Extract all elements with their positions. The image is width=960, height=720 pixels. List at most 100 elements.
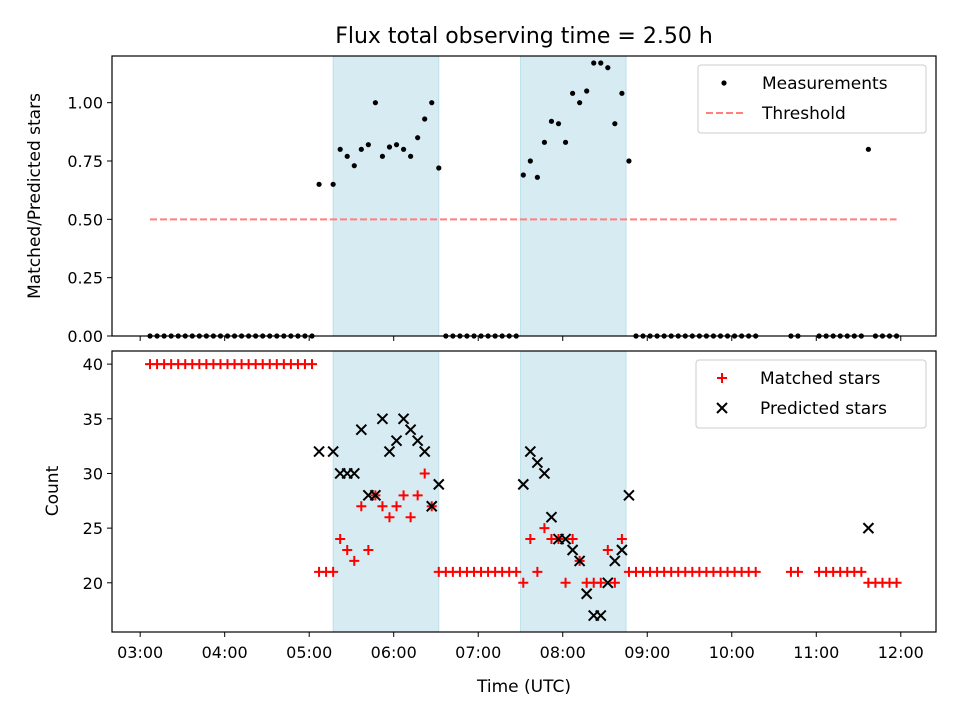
y-tick-label: 30: [83, 464, 103, 483]
data-point: [548, 118, 555, 124]
data-point: [524, 445, 537, 458]
data-point: [408, 153, 414, 159]
legend-label: Predicted stars: [760, 399, 887, 419]
data-point: [605, 65, 611, 71]
data-point: [328, 566, 339, 577]
data-point: [397, 413, 410, 425]
axes-frame: [111, 350, 937, 633]
legend-box: [695, 359, 927, 429]
y-tick-label: 0.25: [67, 269, 103, 288]
data-point: [418, 445, 431, 458]
data-point: [559, 533, 572, 545]
data-point: [534, 174, 540, 180]
data-point: [383, 445, 396, 458]
data-point: [555, 121, 562, 127]
data-point: [518, 577, 529, 588]
legend-marker: [716, 402, 728, 414]
data-point: [316, 181, 322, 187]
data-point: [511, 566, 522, 577]
data-point: [429, 100, 435, 106]
data-point: [573, 555, 586, 567]
x-tick-label: 03:00: [117, 643, 163, 662]
data-point: [348, 467, 360, 480]
y-tick-label: 1.00: [67, 94, 103, 113]
data-point: [891, 577, 902, 588]
legend-swatch: [716, 402, 728, 414]
data-point: [330, 181, 336, 187]
data-point: [386, 144, 393, 150]
legend-label: Matched stars: [760, 369, 880, 389]
data-point: [327, 445, 339, 458]
data-point: [612, 121, 618, 127]
data-point: [517, 478, 530, 491]
data-point: [619, 90, 625, 96]
data-point: [376, 413, 389, 425]
x-tick-label: 12:00: [878, 643, 924, 662]
data-point: [335, 534, 346, 545]
y-tick-label: 0.00: [67, 327, 103, 346]
data-point: [616, 534, 627, 545]
data-point: [569, 90, 576, 96]
data-point: [525, 534, 536, 545]
data-point: [422, 116, 428, 122]
data-point: [377, 501, 388, 512]
data-point: [355, 424, 368, 436]
x-tick-label: 11:00: [793, 643, 839, 662]
x-tick-label: 04:00: [202, 643, 248, 662]
data-point: [865, 146, 871, 152]
data-point: [623, 489, 635, 502]
data-point: [856, 566, 867, 577]
data-point: [372, 100, 378, 106]
data-point: [390, 434, 403, 447]
y-tick-label: 0.75: [67, 152, 103, 171]
data-point: [337, 146, 343, 152]
data-point: [426, 500, 438, 512]
y-tick-label: 20: [83, 574, 103, 593]
data-point: [616, 544, 628, 556]
data-point: [363, 544, 374, 555]
data-point: [398, 490, 409, 501]
data-point: [369, 489, 382, 502]
observing-window-band: [519, 55, 627, 337]
data-point: [365, 142, 371, 148]
x-tick-label: 10:00: [709, 643, 755, 662]
data-point: [591, 60, 597, 66]
data-point: [562, 139, 569, 145]
data-point: [541, 139, 548, 145]
legend: Matched stars Predicted stars: [695, 359, 927, 429]
data-point: [602, 544, 613, 555]
y-tick-label: 40: [83, 355, 103, 374]
data-point: [313, 445, 325, 458]
data-point: [307, 359, 318, 370]
data-point: [404, 424, 417, 436]
data-point: [532, 566, 543, 577]
y-tick-label: 0.50: [67, 210, 103, 229]
data-point: [433, 478, 445, 491]
data-point: [405, 512, 416, 523]
data-point: [538, 467, 551, 480]
legend-label: Measurements: [762, 74, 888, 94]
data-point: [602, 577, 614, 589]
data-point: [566, 544, 579, 556]
legend-marker: [717, 373, 727, 383]
series-predicted-stars: [313, 413, 875, 622]
data-point: [391, 501, 402, 512]
data-point: [545, 511, 558, 523]
x-tick-label: 08:00: [540, 643, 586, 662]
x-tick-label: 09:00: [624, 643, 670, 662]
data-point: [577, 100, 583, 106]
data-point: [400, 146, 407, 152]
data-point: [344, 153, 350, 159]
data-point: [436, 165, 442, 171]
observing-window-band: [332, 55, 440, 337]
top-panel: 0.00 0.25 0.50 0.75 1.00 Measurements Threshol…: [67, 55, 937, 346]
data-point: [609, 577, 620, 588]
data-point: [531, 456, 544, 469]
legend-swatch: [717, 373, 727, 383]
data-point: [520, 172, 526, 178]
data-point: [539, 523, 550, 534]
legend-box: [697, 64, 927, 134]
data-point: [411, 434, 424, 447]
legend-marker: [721, 80, 727, 86]
